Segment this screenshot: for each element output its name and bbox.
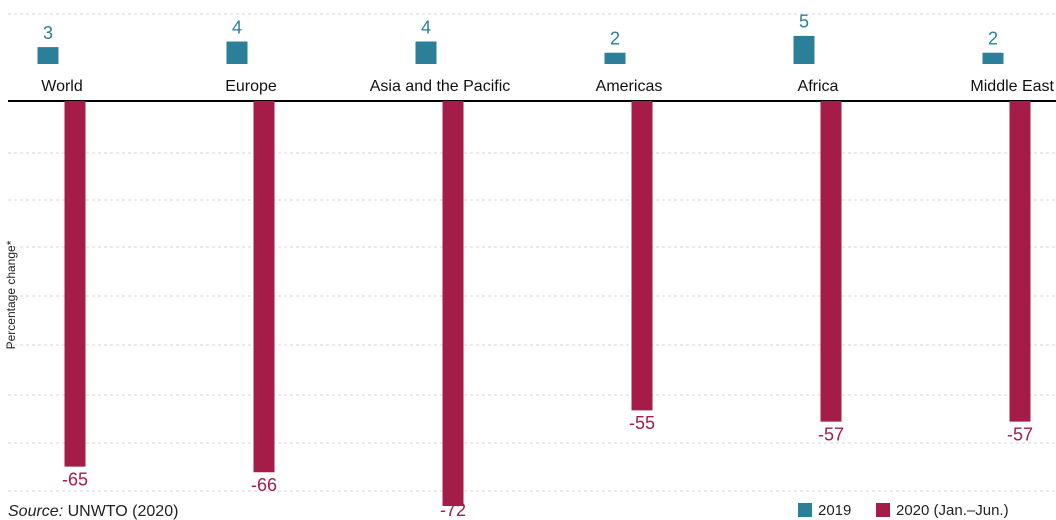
value-label: 2: [610, 29, 620, 49]
bar: [226, 41, 248, 64]
legend-label: 2019: [818, 502, 851, 519]
source-text: UNWTO (2020): [68, 503, 179, 520]
bar: [442, 101, 464, 506]
source: Source: UNWTO (2020): [8, 503, 178, 520]
bar: [64, 101, 86, 467]
legend-label: 2020 (Jan.–Jun.): [896, 502, 1009, 519]
value-label: -66: [251, 475, 277, 495]
legend-swatch: [798, 503, 812, 517]
value-label: -57: [1007, 424, 1033, 444]
value-label: 5: [799, 12, 809, 32]
value-label: -57: [818, 424, 844, 444]
value-label: 4: [232, 17, 242, 37]
value-label: -55: [629, 413, 655, 433]
background-rules: [8, 13, 1056, 492]
bar: [37, 47, 59, 64]
bar: [820, 101, 842, 422]
bar: [415, 41, 437, 64]
bar: [604, 52, 626, 64]
value-label: 2: [988, 29, 998, 49]
value-label: -65: [62, 469, 88, 489]
bar: [631, 101, 653, 411]
value-label: 4: [421, 17, 431, 37]
y-axis-label: Percentage change*: [4, 240, 18, 349]
bar: [1009, 101, 1031, 422]
source-label: Source:: [8, 503, 63, 520]
x-tick-label: Middle East: [970, 78, 1054, 95]
legend-swatch: [876, 503, 890, 517]
x-tick-label: Asia and the Pacific: [370, 78, 511, 95]
x-tick-label: Americas: [596, 78, 663, 95]
x-tick-label: World: [41, 78, 83, 95]
x-tick-label: Africa: [798, 78, 839, 95]
value-label: -72: [440, 500, 466, 520]
bar: [982, 52, 1004, 64]
x-tick-label: Europe: [225, 78, 277, 95]
bar: [253, 101, 275, 473]
bar: [793, 35, 815, 64]
value-label: 3: [43, 23, 53, 43]
